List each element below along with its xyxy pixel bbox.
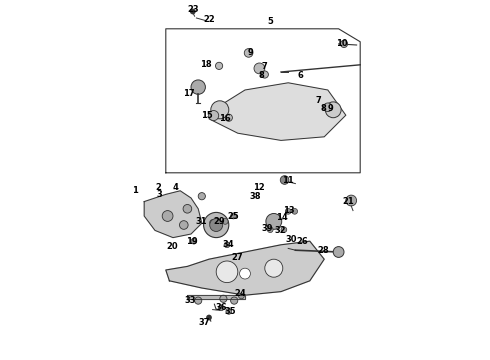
Circle shape [222, 219, 228, 224]
Text: 5: 5 [267, 17, 273, 26]
Text: 28: 28 [318, 246, 329, 255]
Text: 9: 9 [247, 48, 253, 57]
Text: 20: 20 [167, 242, 178, 251]
Text: 29: 29 [213, 217, 225, 226]
Text: 22: 22 [203, 15, 215, 24]
Text: 16: 16 [220, 114, 231, 123]
Text: 32: 32 [274, 226, 286, 235]
Circle shape [216, 261, 238, 283]
Circle shape [179, 221, 188, 229]
Circle shape [183, 204, 192, 213]
Circle shape [325, 102, 341, 118]
Text: 15: 15 [201, 111, 213, 120]
Circle shape [210, 219, 222, 231]
Circle shape [240, 268, 250, 279]
Circle shape [245, 49, 253, 57]
Circle shape [346, 195, 357, 206]
Text: 36: 36 [215, 303, 227, 312]
Circle shape [266, 213, 282, 229]
Circle shape [219, 305, 224, 311]
Circle shape [265, 259, 283, 277]
Circle shape [224, 242, 230, 248]
Text: 19: 19 [186, 237, 198, 246]
Text: 1: 1 [132, 186, 138, 195]
Text: 17: 17 [183, 89, 195, 98]
Text: 31: 31 [196, 217, 207, 226]
Text: 34: 34 [222, 240, 234, 249]
Circle shape [210, 220, 216, 225]
Text: 7: 7 [262, 62, 268, 71]
Text: 39: 39 [262, 224, 273, 233]
Circle shape [191, 80, 205, 94]
Text: 13: 13 [284, 206, 295, 215]
Circle shape [198, 193, 205, 200]
Circle shape [206, 315, 212, 320]
Circle shape [292, 208, 297, 214]
Text: 30: 30 [285, 235, 297, 244]
Text: 2: 2 [155, 183, 161, 192]
Circle shape [162, 211, 173, 221]
Circle shape [285, 208, 291, 214]
Text: 8: 8 [320, 104, 326, 113]
Polygon shape [209, 83, 346, 140]
Text: 27: 27 [231, 253, 243, 262]
Circle shape [323, 103, 332, 112]
Circle shape [195, 297, 202, 304]
Circle shape [268, 227, 273, 233]
Text: 25: 25 [228, 212, 239, 220]
Circle shape [225, 114, 232, 121]
Text: 7: 7 [316, 96, 321, 105]
Polygon shape [144, 191, 202, 238]
Circle shape [211, 101, 229, 119]
Text: 21: 21 [343, 197, 355, 206]
Circle shape [220, 295, 227, 302]
Text: 23: 23 [187, 5, 198, 14]
Circle shape [216, 62, 222, 69]
Text: 3: 3 [157, 190, 163, 199]
Text: 4: 4 [173, 183, 179, 192]
Circle shape [204, 212, 229, 238]
Circle shape [333, 247, 344, 257]
Polygon shape [187, 295, 245, 299]
Text: 6: 6 [298, 71, 304, 80]
Text: 33: 33 [185, 296, 196, 305]
Text: 8: 8 [258, 71, 264, 80]
Text: 35: 35 [224, 307, 236, 316]
Circle shape [281, 227, 287, 233]
Circle shape [231, 297, 238, 304]
Circle shape [209, 111, 219, 121]
Text: 24: 24 [235, 289, 246, 298]
Text: 10: 10 [337, 39, 348, 48]
Circle shape [190, 9, 196, 14]
Circle shape [191, 238, 197, 244]
Text: 37: 37 [199, 318, 210, 327]
Text: 11: 11 [282, 176, 294, 185]
Circle shape [261, 71, 269, 78]
Circle shape [231, 213, 236, 219]
Text: 12: 12 [253, 183, 265, 192]
Text: 14: 14 [276, 213, 288, 222]
Circle shape [239, 293, 245, 299]
Polygon shape [166, 241, 324, 295]
Circle shape [280, 176, 289, 184]
Circle shape [254, 63, 265, 74]
Text: 26: 26 [296, 237, 308, 246]
Text: 18: 18 [199, 60, 211, 69]
Circle shape [341, 40, 347, 48]
Text: 9: 9 [328, 104, 334, 113]
Text: 38: 38 [249, 192, 261, 201]
Circle shape [226, 309, 232, 314]
